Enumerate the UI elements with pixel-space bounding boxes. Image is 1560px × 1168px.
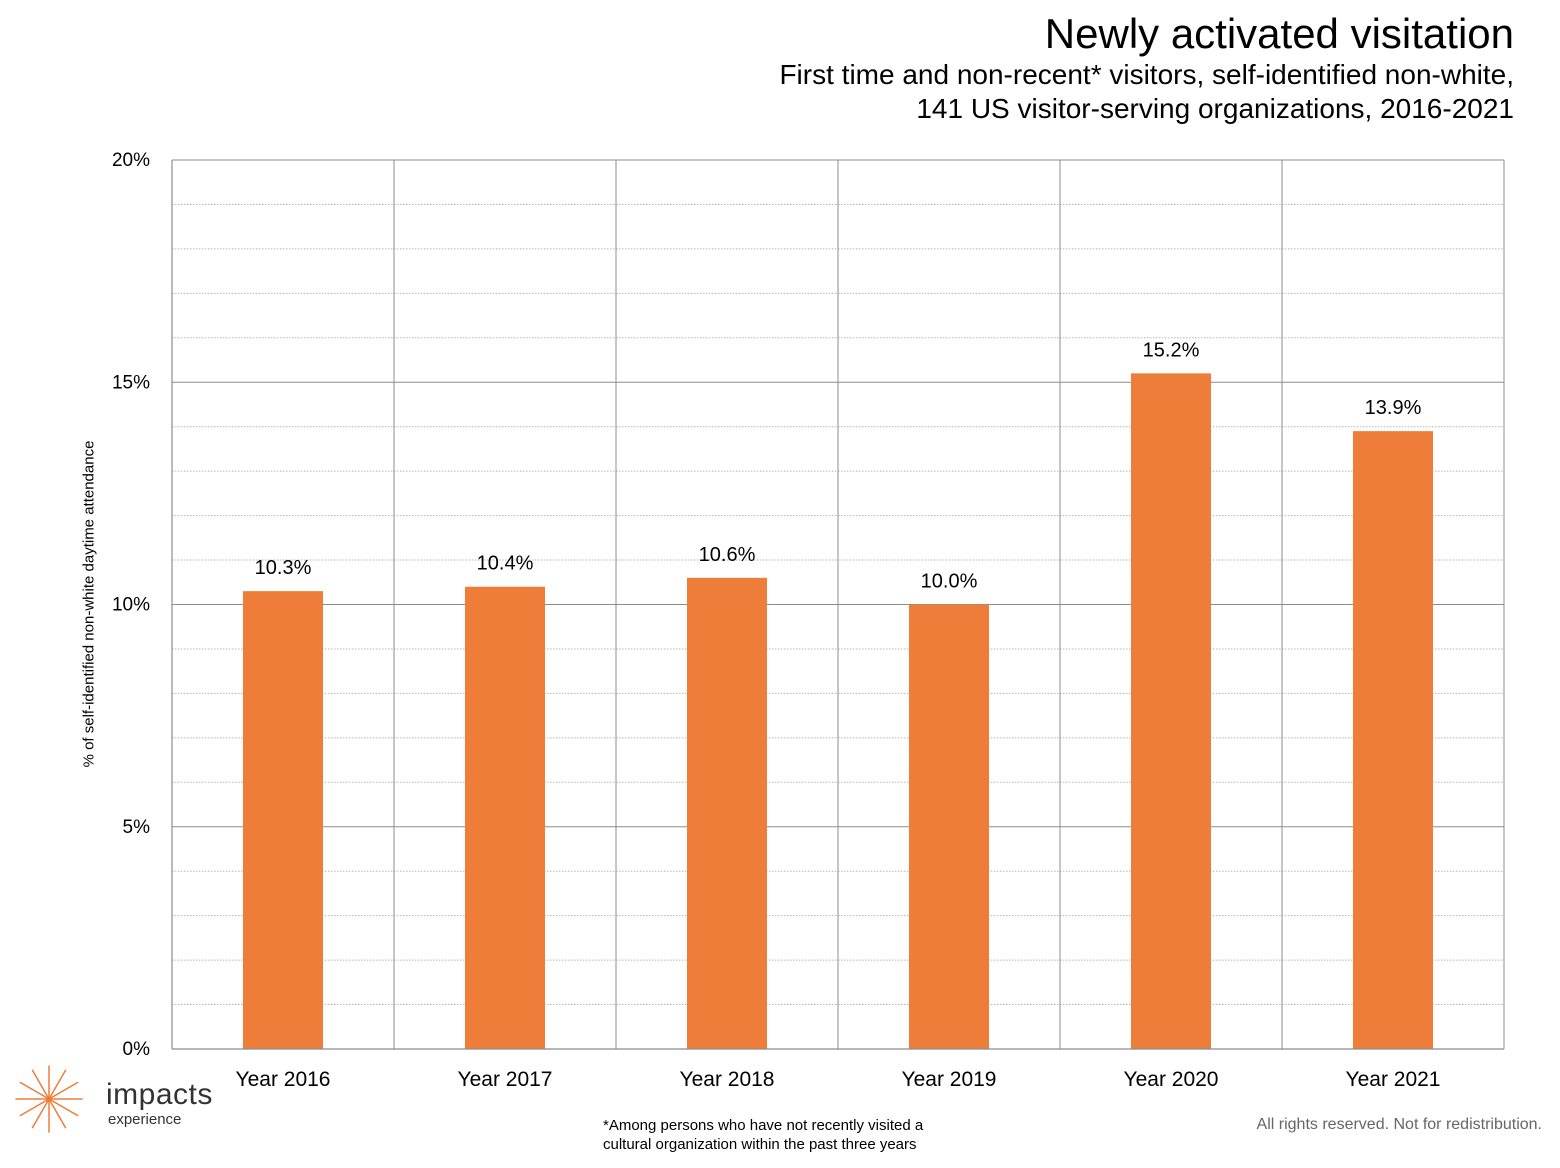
data-label: 15.2% bbox=[1143, 339, 1200, 361]
footnote-line-2: cultural organization within the past th… bbox=[603, 1136, 917, 1153]
y-tick-label: 5% bbox=[123, 817, 151, 838]
footnote-line-1: *Among persons who have not recently vis… bbox=[603, 1117, 924, 1134]
logo-wordmark: impacts bbox=[106, 1078, 213, 1111]
footnote: *Among persons who have not recently vis… bbox=[603, 1116, 923, 1154]
x-tick-label: Year 2019 bbox=[902, 1068, 997, 1091]
y-tick-label: 10% bbox=[112, 595, 150, 616]
bar bbox=[465, 586, 545, 1049]
x-tick-label: Year 2018 bbox=[680, 1068, 775, 1091]
rights-notice: All rights reserved. Not for redistribut… bbox=[1256, 1116, 1542, 1133]
y-tick-label: 0% bbox=[123, 1039, 151, 1060]
impacts-starburst-logo-icon bbox=[15, 1065, 83, 1133]
x-tick-label: Year 2020 bbox=[1124, 1068, 1219, 1091]
bar bbox=[909, 604, 989, 1049]
x-tick-label: Year 2017 bbox=[458, 1068, 553, 1091]
y-tick-label: 20% bbox=[112, 150, 150, 171]
subtitle-line-2: 141 US visitor-serving organizations, 20… bbox=[916, 93, 1514, 124]
y-axis-label: % of self-identified non-white daytime a… bbox=[80, 440, 98, 768]
data-label: 13.9% bbox=[1365, 397, 1422, 419]
data-label: 10.0% bbox=[921, 571, 978, 593]
bar bbox=[1353, 431, 1433, 1049]
x-tick-label: Year 2021 bbox=[1346, 1068, 1441, 1091]
x-tick-label: Year 2016 bbox=[236, 1068, 331, 1091]
data-label: 10.4% bbox=[477, 553, 534, 575]
subtitle-line-1: First time and non-recent* visitors, sel… bbox=[779, 59, 1514, 90]
bar bbox=[1131, 373, 1211, 1049]
bar bbox=[243, 591, 323, 1049]
data-label: 10.6% bbox=[699, 544, 756, 566]
data-label: 10.3% bbox=[255, 557, 312, 579]
logo-subtext: experience bbox=[108, 1111, 182, 1128]
bar bbox=[687, 577, 767, 1049]
chart-title: Newly activated visitation bbox=[1044, 10, 1514, 57]
y-tick-label: 15% bbox=[112, 372, 150, 393]
chart-subtitle: First time and non-recent* visitors, sel… bbox=[779, 58, 1514, 126]
